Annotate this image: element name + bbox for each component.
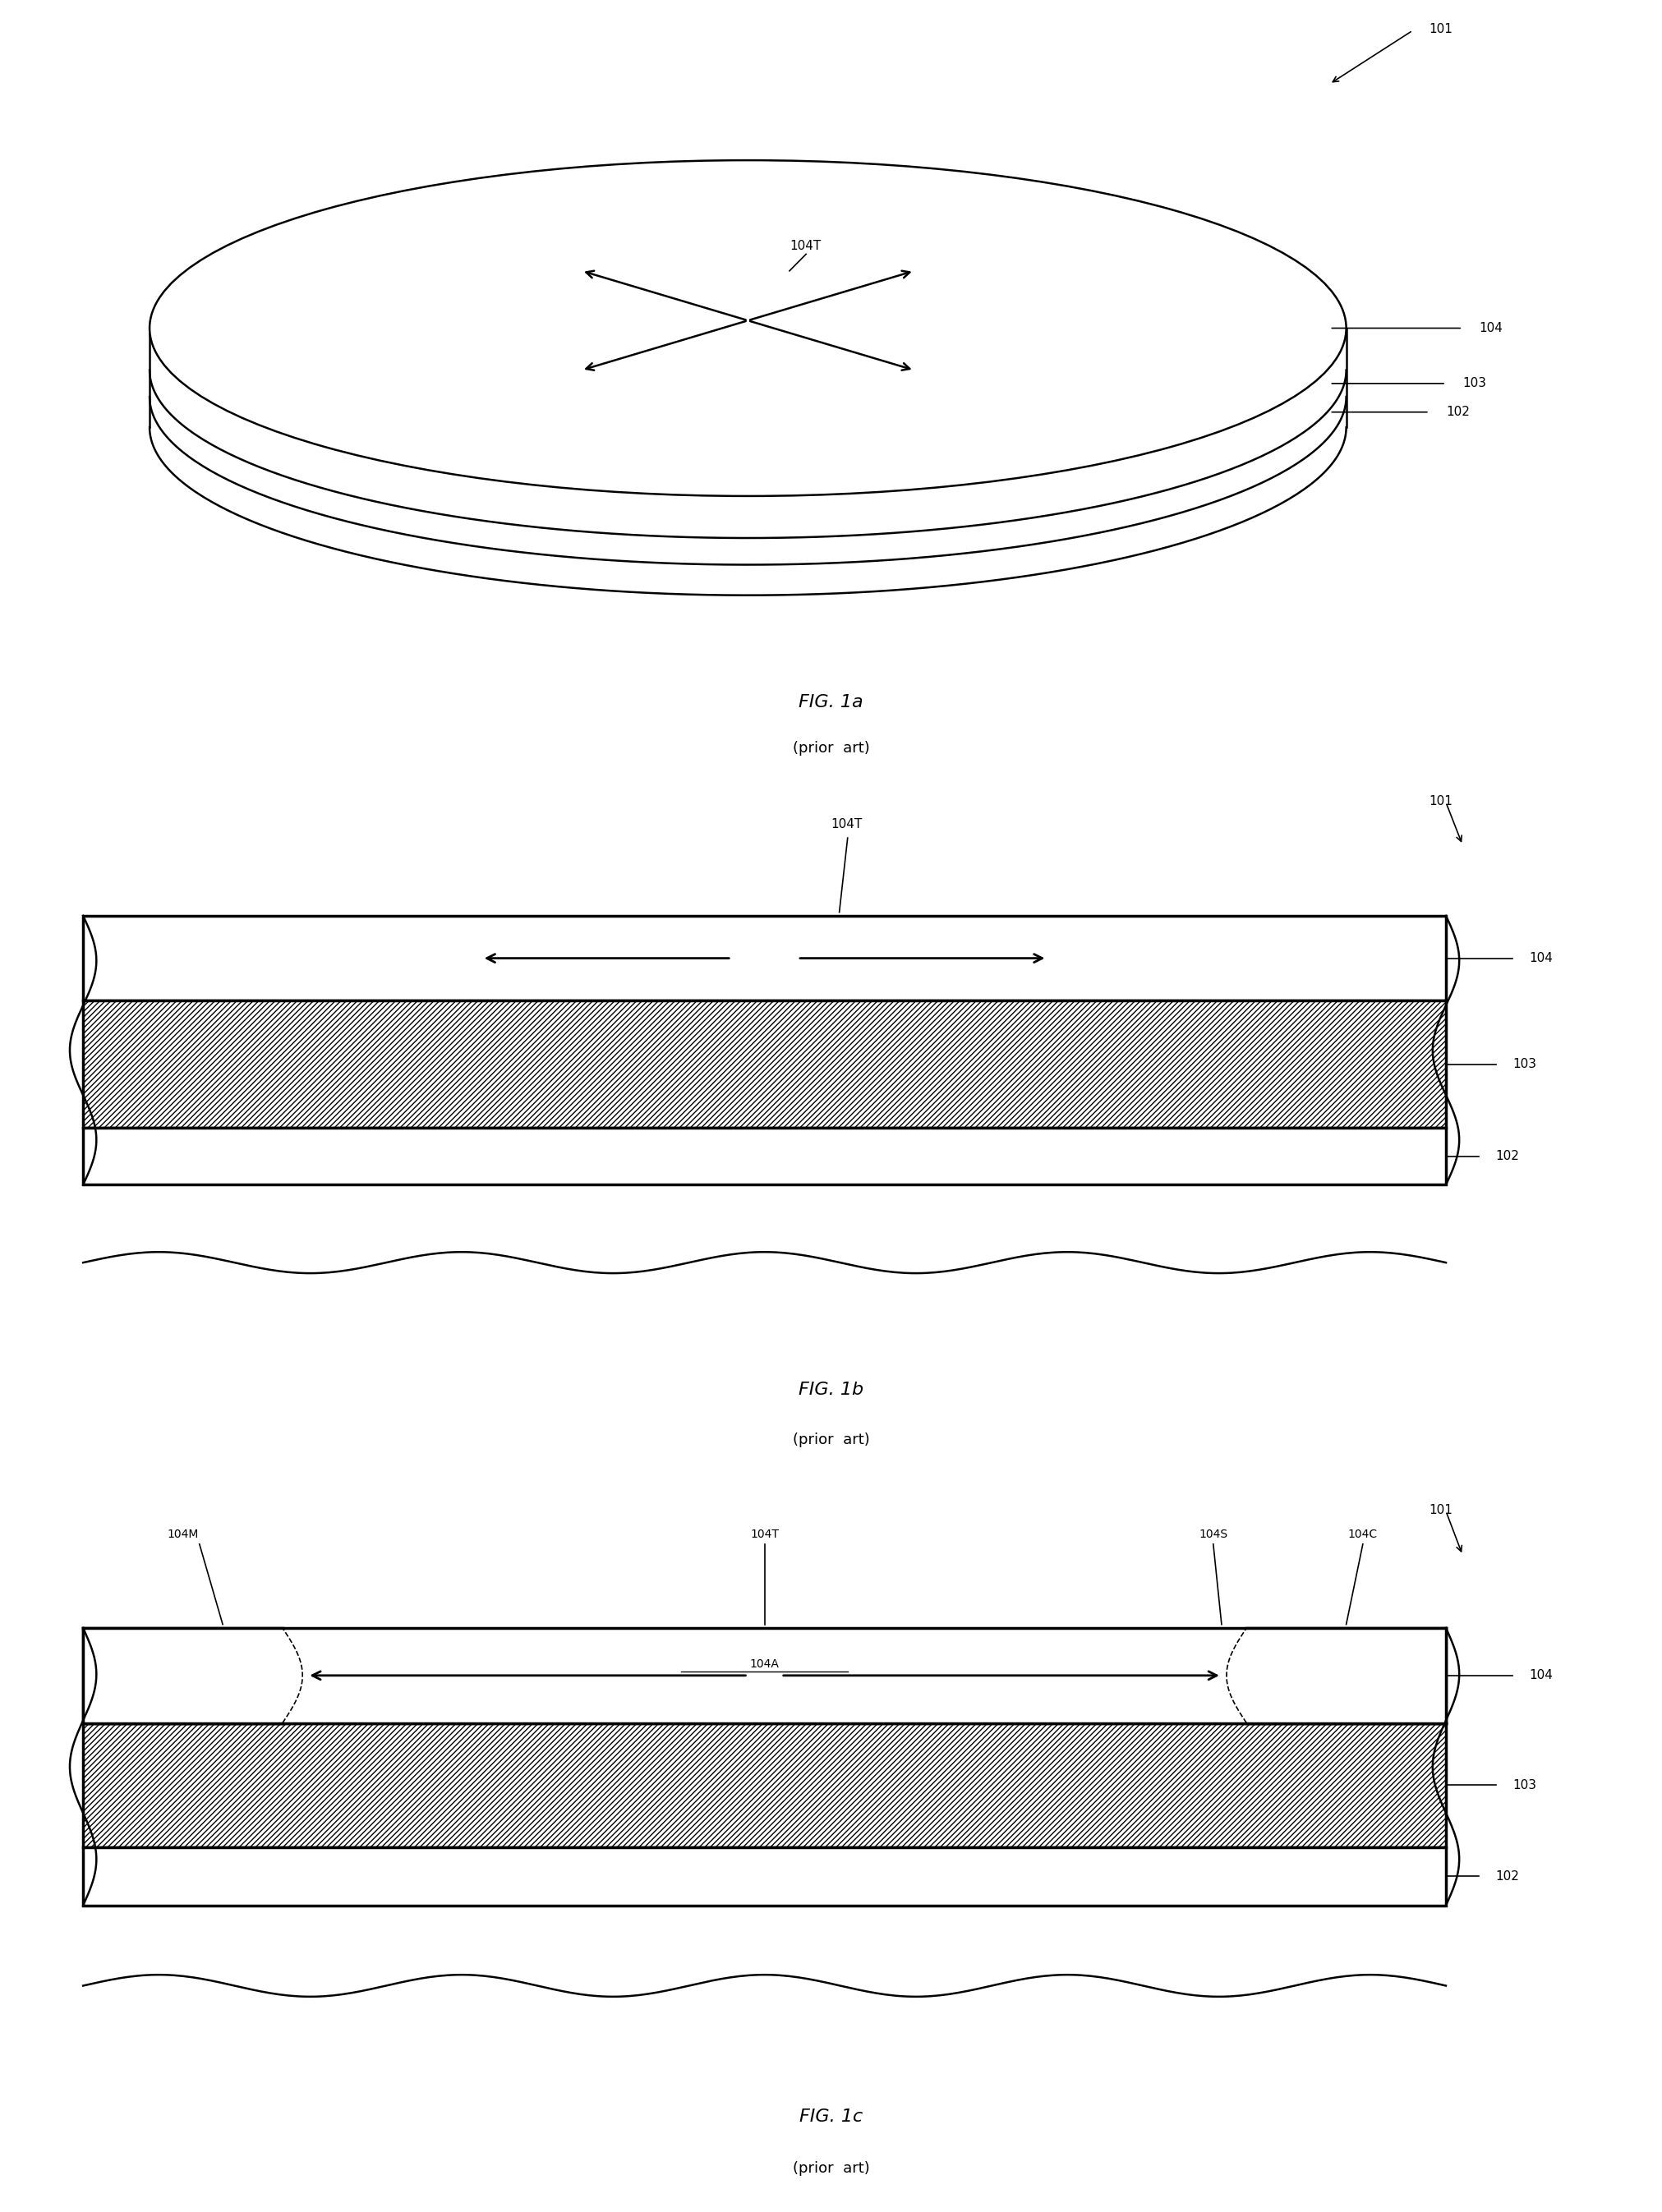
Text: 104: 104 (1529, 951, 1552, 964)
Text: 101: 101 (1429, 796, 1453, 807)
Bar (83, 1000, 1446, 1128)
Text: 102: 102 (1496, 1869, 1519, 1882)
Text: 104T: 104T (831, 818, 863, 832)
Bar (1246, 1628, 1446, 1723)
Ellipse shape (150, 159, 1346, 495)
Text: 104T: 104T (789, 239, 821, 252)
Polygon shape (150, 327, 1346, 595)
Text: 101: 101 (1429, 1504, 1453, 1515)
Text: 103: 103 (1512, 1778, 1536, 1792)
Text: (prior  art): (prior art) (793, 741, 869, 754)
Text: 104C: 104C (1348, 1528, 1378, 1540)
Text: 104A: 104A (750, 1659, 779, 1670)
Text: 101: 101 (1429, 22, 1453, 35)
Text: FIG. 1b: FIG. 1b (798, 1382, 864, 1398)
Bar (83, 916, 1446, 1000)
Bar (83, 1128, 1446, 1186)
Text: 103: 103 (1512, 1057, 1536, 1071)
Text: 104: 104 (1479, 323, 1502, 334)
Bar (83, 1628, 1446, 1723)
Text: 104: 104 (1529, 1670, 1552, 1681)
Text: 104T: 104T (750, 1528, 779, 1540)
Text: (prior  art): (prior art) (793, 1431, 869, 1447)
Text: 104M: 104M (168, 1528, 198, 1540)
Text: 102: 102 (1496, 1150, 1519, 1164)
Bar (83, 1628, 283, 1723)
Text: (prior  art): (prior art) (793, 2161, 869, 2177)
Text: 103: 103 (1463, 378, 1486, 389)
Text: 104S: 104S (1198, 1528, 1228, 1540)
Text: 102: 102 (1446, 407, 1469, 418)
Text: FIG. 1a: FIG. 1a (799, 695, 863, 710)
Text: FIG. 1c: FIG. 1c (799, 2108, 863, 2126)
Bar (83, 1847, 1446, 1905)
Bar (83, 1723, 1446, 1847)
